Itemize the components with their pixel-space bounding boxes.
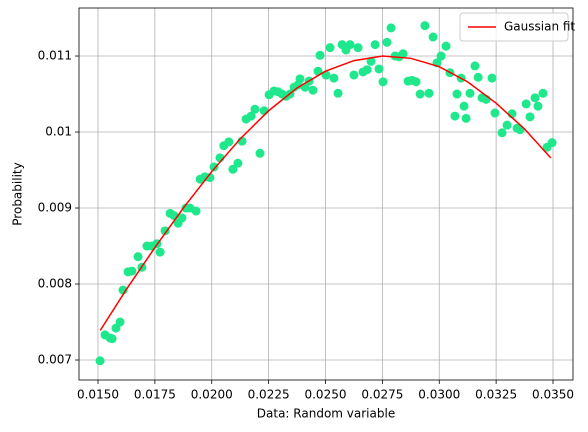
y-tick-label: 0.01 — [45, 125, 72, 139]
point — [205, 173, 215, 183]
point — [487, 73, 497, 83]
x-tick-label: 0.0350 — [532, 388, 574, 402]
point — [255, 148, 265, 158]
x-tick-label: 0.0325 — [475, 388, 517, 402]
point — [233, 158, 243, 168]
point — [107, 334, 117, 344]
point — [378, 77, 388, 87]
point — [155, 247, 165, 257]
point — [295, 74, 305, 84]
point — [95, 356, 105, 366]
point — [160, 226, 170, 236]
legend-box — [459, 12, 569, 42]
point — [308, 85, 318, 95]
y-axis-label: Probability — [11, 162, 25, 225]
point — [362, 65, 372, 75]
point — [209, 162, 219, 172]
point — [370, 40, 380, 50]
point — [321, 70, 331, 80]
point — [329, 73, 339, 83]
x-tick-label: 0.0250 — [304, 388, 346, 402]
point — [465, 88, 475, 98]
point — [461, 113, 471, 123]
point — [228, 164, 238, 174]
point — [224, 137, 234, 147]
point — [315, 50, 325, 60]
point — [382, 37, 392, 47]
point — [450, 111, 460, 121]
point — [349, 70, 359, 80]
point — [470, 61, 480, 71]
point — [386, 23, 396, 33]
point — [191, 206, 201, 216]
point — [530, 93, 540, 103]
y-tick-label: 0.011 — [38, 49, 72, 63]
point — [459, 101, 469, 111]
x-tick-label: 0.0225 — [248, 388, 290, 402]
point — [436, 51, 446, 61]
point — [115, 317, 125, 327]
y-tick-label: 0.008 — [38, 277, 72, 291]
plot-frame — [78, 7, 574, 381]
point — [515, 125, 525, 135]
point — [353, 43, 363, 53]
point — [259, 106, 269, 116]
point — [366, 56, 376, 66]
x-tick-label: 0.0300 — [418, 388, 460, 402]
point — [533, 101, 543, 111]
legend-label: Gaussian fit — [504, 20, 575, 34]
y-tick-label: 0.009 — [38, 201, 72, 215]
x-tick-label: 0.0275 — [361, 388, 403, 402]
point — [420, 21, 430, 31]
legend: Gaussian fit — [459, 12, 575, 42]
point — [521, 99, 531, 109]
x-tick-label: 0.0200 — [191, 388, 233, 402]
point — [415, 89, 425, 99]
point — [250, 104, 260, 114]
point — [374, 64, 384, 74]
point — [497, 128, 507, 138]
point — [411, 77, 421, 87]
point — [428, 32, 438, 42]
point — [525, 112, 535, 122]
point — [441, 41, 451, 51]
point — [547, 138, 557, 148]
point — [452, 89, 462, 99]
point — [325, 43, 335, 53]
point — [424, 88, 434, 98]
point — [502, 120, 512, 130]
x-tick-label: 0.0150 — [77, 388, 119, 402]
point — [333, 88, 343, 98]
x-tick-label: 0.0175 — [134, 388, 176, 402]
point — [246, 111, 256, 121]
point — [177, 213, 187, 223]
point — [133, 252, 143, 262]
y-tick-label: 0.007 — [38, 353, 72, 367]
point — [473, 72, 483, 82]
point — [345, 40, 355, 50]
x-axis-label: Data: Random variable — [257, 407, 395, 421]
point — [398, 49, 408, 59]
point — [127, 266, 137, 276]
point — [538, 88, 548, 98]
fit-line — [99, 55, 552, 331]
point — [490, 108, 500, 118]
